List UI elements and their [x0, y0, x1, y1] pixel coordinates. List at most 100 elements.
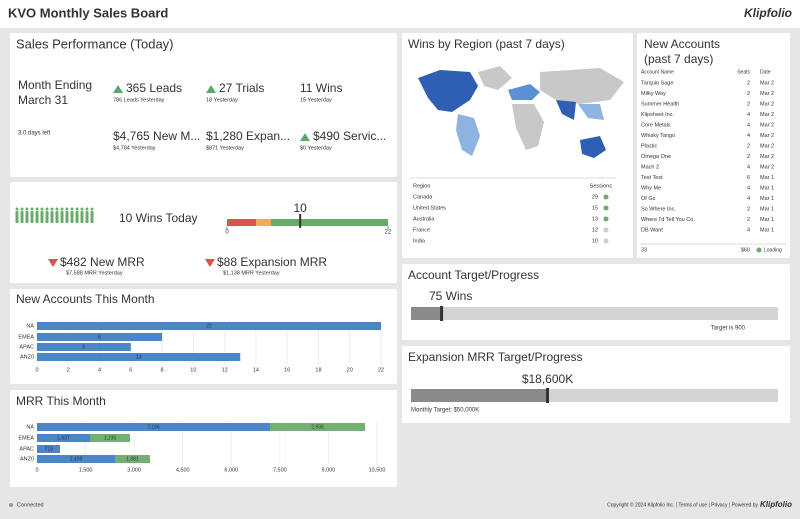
table-cell: 15: [592, 205, 598, 211]
panel-title: Sales Performance (Today): [16, 36, 174, 51]
person-icon: [75, 207, 79, 211]
x-tick-label: 4: [98, 367, 101, 373]
data-label: 22: [206, 323, 212, 329]
x-tick-label: 10: [190, 367, 196, 373]
table-cell: Test Test: [641, 175, 663, 181]
table-cell: Mar 1: [760, 196, 774, 202]
column-header: Account Name: [641, 69, 674, 75]
person-icon: [35, 207, 39, 211]
data-label: 6: [83, 344, 86, 350]
bar: [37, 434, 91, 442]
progress-marker: [440, 306, 444, 321]
gauge-tick-label: 0: [225, 230, 229, 236]
person-icon: [55, 207, 59, 211]
table-cell: 4: [747, 112, 750, 118]
table-cell: So Where Inc.: [641, 206, 676, 212]
y-tick-label: APAC: [19, 446, 34, 452]
table-cell: Mar 1: [760, 227, 774, 233]
person-icon: [80, 211, 84, 223]
progress-target: Monthly Target: $50,000K: [411, 408, 479, 414]
table-cell: Klipsheet Inc.: [641, 112, 674, 118]
mrr-value: $482 New MRR: [60, 255, 145, 269]
metric-sub: 15 Yesterday: [300, 97, 332, 103]
mrr-value: $88 Expansion MRR: [217, 255, 327, 269]
person-icon: [15, 211, 19, 223]
table-cell: United States: [413, 205, 446, 211]
metric-sub: $871 Yesterday: [206, 145, 244, 151]
trend-arrow: [48, 259, 58, 267]
progress-fill: [411, 307, 442, 320]
gauge-band: [227, 219, 257, 226]
x-tick-label: 2: [67, 367, 70, 373]
table-cell: France: [413, 227, 430, 233]
y-tick-label: EMEA: [18, 334, 34, 340]
map-region: [580, 136, 606, 158]
table-cell: Mar 2: [760, 164, 774, 170]
bar: [37, 333, 163, 341]
table-cell: Australia: [413, 216, 435, 222]
panel-title: (past 7 days): [644, 52, 713, 66]
table-cell: DB Want: [641, 227, 663, 233]
table-cell: Tarquin Sage: [641, 80, 673, 86]
map-region: [508, 84, 540, 100]
table-cell: Omega One: [641, 154, 671, 160]
progress-value: 75 Wins: [429, 289, 472, 303]
status-dot: [603, 216, 609, 222]
table-cell: 4: [747, 185, 750, 191]
map-region: [540, 68, 624, 104]
x-tick-label: 10,500: [369, 467, 386, 473]
mrr-sub: $7,588 MRR Yesterday: [66, 270, 123, 276]
metric-sub: $4,784 Yesterday: [113, 145, 156, 151]
x-tick-label: 16: [284, 367, 290, 373]
x-tick-label: 6: [129, 367, 132, 373]
table-cell: 2: [747, 206, 750, 212]
progress-value: $18,600K: [522, 372, 573, 386]
panel-title: Wins by Region (past 7 days): [408, 37, 565, 51]
panel: [637, 33, 790, 258]
x-tick-label: 7,500: [273, 467, 287, 473]
column-header: Date: [760, 69, 771, 75]
bar: [37, 353, 241, 361]
person-icon: [25, 207, 29, 211]
gauge-band: [256, 219, 271, 226]
data-label: 1,235: [104, 435, 117, 441]
bar: [90, 434, 130, 442]
table-cell: 2: [747, 80, 750, 86]
table-cell: Why Me: [641, 185, 661, 191]
table-cell: Of Gs: [641, 196, 656, 202]
table-cell: Mar 1: [760, 206, 774, 212]
x-tick-label: 18: [315, 367, 321, 373]
period-label: Month Ending: [18, 78, 92, 92]
x-tick-label: 12: [222, 367, 228, 373]
person-icon: [60, 207, 64, 211]
map-region: [556, 100, 576, 120]
bar: [37, 423, 271, 431]
table-cell: Plastic: [641, 143, 657, 149]
bar: [115, 455, 151, 463]
table-cell: 4: [747, 227, 750, 233]
x-tick-label: 3,000: [127, 467, 141, 473]
metric-value: $490 Servic...: [313, 129, 386, 143]
table-cell: 2: [747, 217, 750, 223]
map-region: [478, 66, 512, 90]
panel: [402, 264, 790, 340]
bar: [270, 423, 366, 431]
x-tick-label: 9,000: [322, 467, 336, 473]
table-cell: Mar 1: [760, 185, 774, 191]
header-bar: [0, 0, 800, 28]
data-label: 2,936: [311, 424, 324, 430]
copyright: Copyright © 2024 Klipfolio Inc. | Terms …: [607, 501, 758, 508]
y-tick-label: ANZ0: [20, 354, 34, 360]
table-cell: Mar 2: [760, 133, 774, 139]
panel-title: Expansion MRR Target/Progress: [408, 350, 583, 364]
person-icon: [65, 207, 69, 211]
connection-status: Connected: [17, 502, 44, 508]
y-tick-label: NA: [26, 424, 34, 430]
table-cell: 2: [747, 91, 750, 97]
progress-fill: [411, 389, 548, 402]
bar: [37, 322, 381, 330]
panel: [402, 346, 790, 423]
metric-sub: $0 Yesterday: [300, 145, 332, 151]
table-cell: 29: [592, 194, 598, 200]
